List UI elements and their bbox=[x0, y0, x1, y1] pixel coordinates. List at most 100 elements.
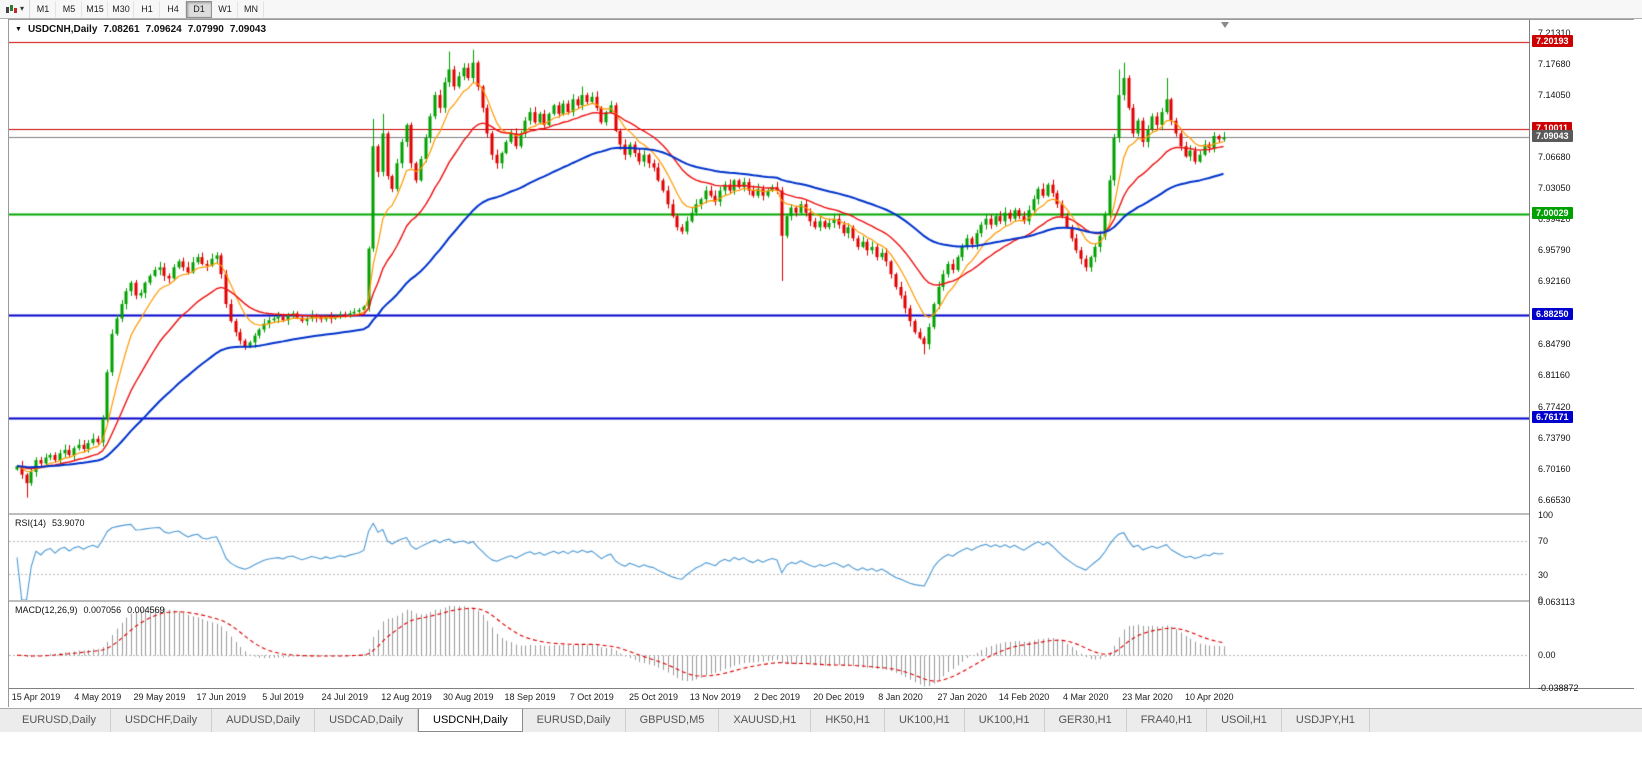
tab-audusd-daily[interactable]: AUDUSD,Daily bbox=[212, 709, 316, 732]
rsi-panel-canvas[interactable] bbox=[9, 515, 1529, 600]
price-axis[interactable]: 7.21310 7.17680 7.14050 7.06680 7.03050 6.994… bbox=[1529, 20, 1634, 693]
macd-label: MACD(12,26,9) 0.007056 0.004569 bbox=[15, 605, 165, 615]
macd-signal-value: 0.004569 bbox=[127, 605, 165, 615]
tab-uk100-h1[interactable]: UK100,H1 bbox=[965, 709, 1045, 732]
tab-eurusd-daily[interactable]: EURUSD,Daily bbox=[523, 709, 626, 732]
timeframe-button-m30[interactable]: M30 bbox=[108, 0, 135, 18]
price-tick-label: 6.77420 bbox=[1538, 402, 1571, 413]
tab-uk100-h1[interactable]: UK100,H1 bbox=[885, 709, 965, 732]
rsi-label: RSI(14) 53.9070 bbox=[15, 518, 85, 528]
chart-shift-marker[interactable] bbox=[1221, 22, 1229, 28]
chart-title: ▼ USDCNH,Daily 7.08261 7.09624 7.07990 7… bbox=[15, 24, 266, 35]
date-label: 10 Apr 2020 bbox=[1184, 692, 1234, 702]
price-tick-label: 7.14050 bbox=[1538, 89, 1571, 100]
chart-dropdown-caret-icon[interactable]: ▾ bbox=[20, 4, 25, 13]
price-tick-label: 6.84790 bbox=[1538, 339, 1571, 350]
timeframe-button-h1[interactable]: H1 bbox=[134, 0, 161, 18]
collapse-triangle-icon[interactable]: ▼ bbox=[15, 26, 22, 33]
date-label: 25 Oct 2019 bbox=[628, 692, 679, 702]
timeframe-button-m15[interactable]: M15 bbox=[82, 0, 109, 18]
tab-hk50-h1[interactable]: HK50,H1 bbox=[811, 709, 885, 732]
rsi-axis-label: 70 bbox=[1538, 535, 1549, 546]
date-label: 18 Sep 2019 bbox=[504, 692, 556, 702]
main-chart-canvas[interactable] bbox=[9, 20, 1529, 513]
timeframe-toolbar: ▾ M1 M5 M15 M30 H1 H4 D1 W1 MN bbox=[0, 0, 1642, 19]
timeframe-button-w1[interactable]: W1 bbox=[212, 0, 239, 18]
macd-name: MACD(12,26,9) bbox=[15, 605, 78, 615]
tab-usdchf-daily[interactable]: USDCHF,Daily bbox=[111, 709, 213, 732]
chart-close-value: 7.09043 bbox=[229, 24, 267, 35]
chart-low-value: 7.07990 bbox=[187, 24, 224, 35]
price-line-label: 7.20193 bbox=[1532, 35, 1573, 48]
date-label: 4 May 2019 bbox=[74, 692, 122, 702]
price-tick-label: 6.73790 bbox=[1538, 433, 1571, 444]
tab-usoil-h1[interactable]: USOil,H1 bbox=[1207, 709, 1282, 732]
chart-symbol-label: USDCNH,Daily bbox=[27, 24, 98, 35]
date-label: 23 Mar 2020 bbox=[1122, 692, 1173, 702]
date-axis[interactable]: 15 Apr 2019 4 May 2019 29 May 2019 17 Jun 2… bbox=[9, 688, 1634, 707]
panel-separator[interactable] bbox=[9, 600, 1529, 602]
rsi-name: RSI(14) bbox=[15, 518, 47, 528]
price-tick-label: 6.99420 bbox=[1538, 214, 1571, 225]
price-tick-label: 7.03050 bbox=[1538, 183, 1571, 194]
price-tick-label: 6.70160 bbox=[1538, 463, 1571, 474]
chart-tab-bar: EURUSD,Daily USDCHF,Daily AUDUSD,Daily USDC… bbox=[0, 708, 1642, 732]
date-label: 15 Apr 2019 bbox=[11, 692, 61, 702]
timeframe-button-mn[interactable]: MN bbox=[238, 0, 265, 18]
date-label: 7 Oct 2019 bbox=[569, 692, 614, 702]
chart-open-value: 7.08261 bbox=[103, 24, 140, 35]
timeframe-button-m1[interactable]: M1 bbox=[30, 0, 57, 18]
price-line-label: 6.88250 bbox=[1532, 307, 1573, 320]
tab-eurusd-daily[interactable]: EURUSD,Daily bbox=[8, 709, 111, 732]
tab-xauusd-h1[interactable]: XAUUSD,H1 bbox=[719, 709, 812, 732]
tab-ger30-h1[interactable]: GER30,H1 bbox=[1045, 709, 1127, 732]
chart-window: ▼ USDCNH,Daily 7.08261 7.09624 7.07990 7… bbox=[8, 19, 1634, 707]
price-tick-label: 7.06680 bbox=[1538, 152, 1571, 163]
macd-axis-label: -0.038872 bbox=[1538, 683, 1579, 693]
macd-panel-canvas[interactable] bbox=[9, 602, 1529, 688]
rsi-value: 53.9070 bbox=[52, 518, 85, 528]
tab-usdcad-daily[interactable]: USDCAD,Daily bbox=[315, 709, 419, 732]
date-label: 29 May 2019 bbox=[133, 692, 186, 702]
rsi-axis-label: 100 bbox=[1538, 510, 1554, 520]
date-label: 20 Dec 2019 bbox=[813, 692, 865, 702]
timeframe-buttons: M1 M5 M15 M30 H1 H4 D1 W1 MN bbox=[30, 0, 265, 18]
date-label: 2 Dec 2019 bbox=[753, 692, 801, 702]
date-label: 13 Nov 2019 bbox=[689, 692, 741, 702]
price-line-label: 7.09043 bbox=[1532, 130, 1573, 143]
date-label: 12 Aug 2019 bbox=[381, 692, 432, 702]
date-label: 4 Mar 2020 bbox=[1062, 692, 1109, 702]
tab-fra40-h1[interactable]: FRA40,H1 bbox=[1127, 709, 1208, 732]
chart-high-value: 7.09624 bbox=[145, 24, 182, 35]
rsi-axis-label: 30 bbox=[1538, 569, 1549, 580]
price-tick-label: 6.92160 bbox=[1538, 276, 1571, 287]
macd-axis-label: 0.063113 bbox=[1538, 597, 1575, 607]
price-tick-label: 6.81160 bbox=[1538, 370, 1570, 381]
price-tick-label: 6.95790 bbox=[1538, 245, 1571, 256]
date-label: 17 Jun 2019 bbox=[196, 692, 247, 702]
price-tick-label: 6.66530 bbox=[1538, 494, 1571, 505]
price-line-label: 6.76171 bbox=[1532, 410, 1573, 423]
date-label: 30 Aug 2019 bbox=[442, 692, 494, 702]
date-label: 5 Jul 2019 bbox=[262, 692, 304, 702]
tab-usdcnh-daily[interactable]: USDCNH,Daily bbox=[418, 709, 523, 732]
price-line-label: 7.00029 bbox=[1532, 207, 1573, 220]
tab-usdjpy-h1[interactable]: USDJPY,H1 bbox=[1282, 709, 1371, 732]
chart-type-icon[interactable] bbox=[5, 4, 18, 15]
date-label: 8 Jan 2020 bbox=[878, 692, 923, 702]
timeframe-button-m5[interactable]: M5 bbox=[56, 0, 83, 18]
tab-gbpusd-m5[interactable]: GBPUSD,M5 bbox=[626, 709, 720, 732]
date-label: 24 Jul 2019 bbox=[321, 692, 369, 702]
rsi-axis-label: 0 bbox=[1538, 595, 1544, 605]
date-label: 14 Feb 2020 bbox=[998, 692, 1050, 702]
panel-separator[interactable] bbox=[9, 513, 1529, 515]
timeframe-button-d1[interactable]: D1 bbox=[186, 0, 213, 18]
price-tick-label: 7.21310 bbox=[1538, 27, 1571, 38]
date-label: 27 Jan 2020 bbox=[937, 692, 988, 702]
macd-axis-label: 0.00 bbox=[1538, 650, 1556, 661]
price-tick-label: 7.17680 bbox=[1538, 58, 1571, 69]
timeframe-button-h4[interactable]: H4 bbox=[160, 0, 187, 18]
toolbar-icon-group: ▾ bbox=[0, 0, 31, 18]
macd-main-value: 0.007056 bbox=[83, 605, 122, 615]
